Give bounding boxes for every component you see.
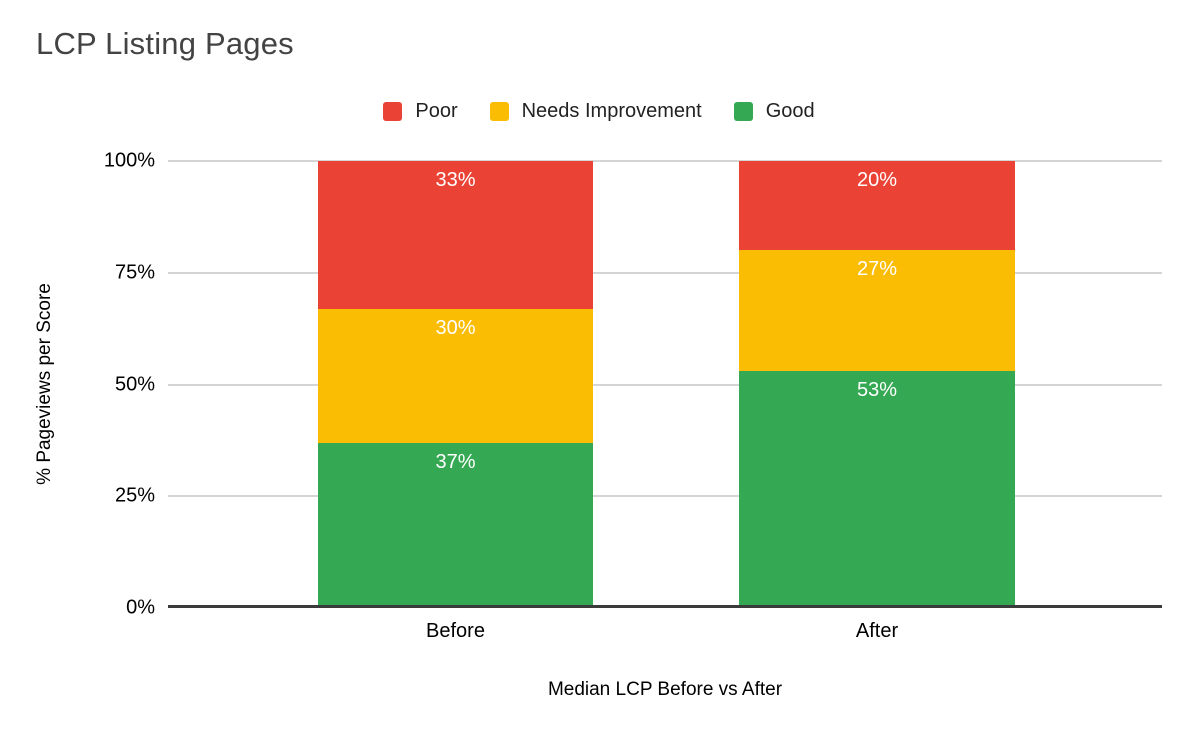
bar-segment-value-label: 30%: [435, 316, 476, 339]
gridline-75: [168, 271, 1162, 274]
legend-item-needs-improvement[interactable]: Needs Improvement: [489, 100, 702, 122]
x-axis-line: [168, 605, 1162, 608]
bar-segment-after-needs-improvement[interactable]: 27%: [739, 250, 1015, 372]
y-tick-label-50: 50%: [114, 373, 155, 395]
y-axis-title: % Pageviews per Score: [34, 283, 55, 485]
legend-swatch-poor: [383, 101, 403, 121]
y-tick-label-25: 25%: [114, 484, 155, 507]
bar-segment-before-good[interactable]: 37%: [318, 442, 593, 608]
legend-label-poor: Poor: [415, 100, 458, 122]
gridline-100: [168, 160, 1162, 162]
legend: Poor Needs Improvement Good: [0, 101, 1198, 121]
legend-swatch-needs-improvement: [489, 101, 509, 121]
chart-title: LCP Listing Pages: [36, 26, 294, 61]
gridline-50: [168, 383, 1162, 386]
x-axis-title: Median LCP Before vs After: [547, 679, 783, 700]
bar-after: 20% 27% 53%: [739, 161, 1015, 608]
gridline-25: [168, 495, 1162, 498]
bar-segment-after-poor[interactable]: 20%: [739, 161, 1015, 251]
y-tick-label-75: 75%: [114, 261, 155, 284]
bar-segment-value-label: 27%: [856, 258, 898, 281]
legend-label-good: Good: [765, 100, 815, 122]
bar-segment-after-good[interactable]: 53%: [739, 371, 1015, 608]
bar-segment-value-label: 37%: [435, 450, 476, 473]
y-tick-label-100: 100%: [103, 149, 155, 172]
y-tick-label-0: 0%: [126, 596, 155, 619]
legend-item-good[interactable]: Good: [733, 100, 815, 122]
legend-label-needs-improvement: Needs Improvement: [521, 100, 702, 122]
bar-segment-value-label: 20%: [856, 169, 898, 191]
category-label-before: Before: [426, 620, 485, 642]
bar-segment-before-needs-improvement[interactable]: 30%: [318, 308, 593, 443]
bar-segment-value-label: 53%: [856, 379, 898, 402]
bar-segment-value-label: 33%: [435, 169, 476, 191]
legend-swatch-good: [733, 101, 753, 121]
category-label-after: After: [855, 620, 899, 642]
plot-area: 0% 25% 50% 75% 100% 33% 30% 37% 20% 27% 53%: [104, 150, 1162, 619]
bar-before: 33% 30% 37%: [318, 161, 593, 608]
bar-segment-before-poor[interactable]: 33%: [318, 161, 593, 309]
legend-item-poor[interactable]: Poor: [383, 100, 458, 122]
